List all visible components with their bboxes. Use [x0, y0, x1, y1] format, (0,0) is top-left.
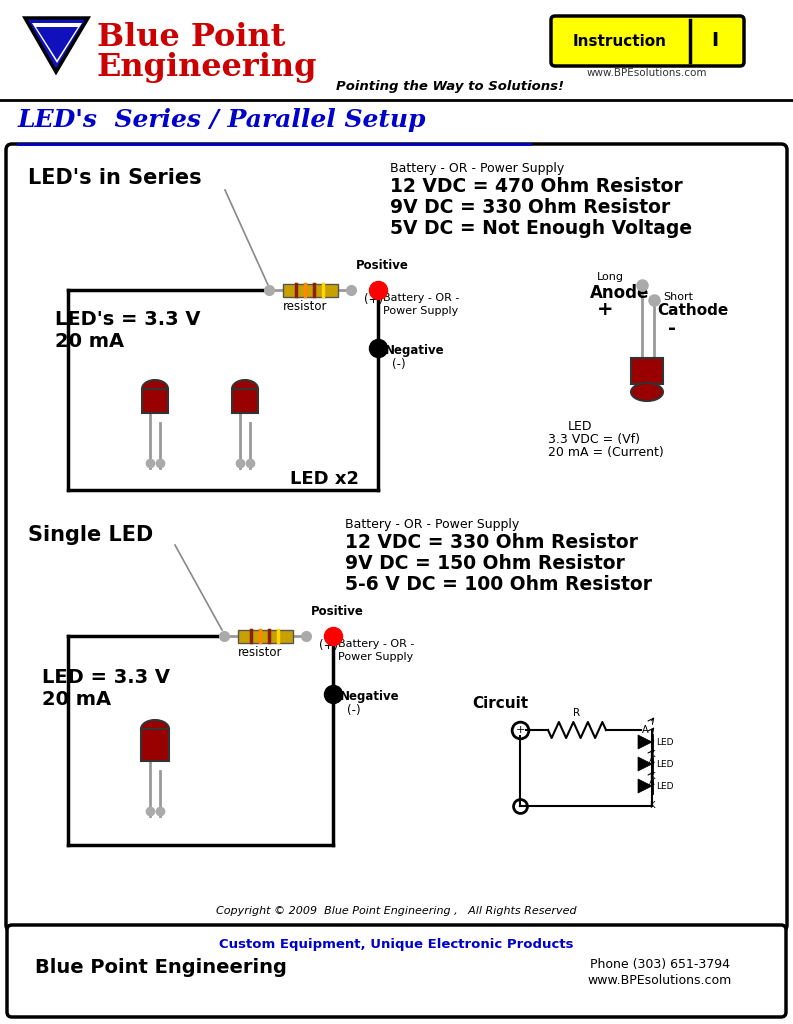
- Text: Positive: Positive: [356, 259, 409, 272]
- Text: 5V DC = Not Enough Voltage: 5V DC = Not Enough Voltage: [390, 219, 692, 238]
- Text: Battery - OR - Power Supply: Battery - OR - Power Supply: [390, 162, 565, 175]
- Text: A: A: [649, 778, 655, 787]
- Text: -: -: [668, 319, 676, 338]
- Polygon shape: [638, 735, 652, 749]
- Text: Single LED: Single LED: [28, 525, 153, 545]
- Text: resistor: resistor: [283, 300, 328, 313]
- Polygon shape: [25, 18, 88, 72]
- Text: Copyright © 2009  Blue Point Engineering ,   All Rights Reserved: Copyright © 2009 Blue Point Engineering …: [216, 906, 577, 916]
- Text: 20 mA: 20 mA: [55, 332, 125, 351]
- Text: Negative: Negative: [385, 344, 445, 357]
- Text: 3.3 VDC = (Vf): 3.3 VDC = (Vf): [548, 433, 640, 446]
- Text: Battery - OR - Power Supply: Battery - OR - Power Supply: [345, 518, 519, 531]
- Text: K: K: [649, 750, 655, 759]
- Ellipse shape: [141, 720, 169, 738]
- Text: 9V DC = 330 Ohm Resistor: 9V DC = 330 Ohm Resistor: [390, 198, 670, 217]
- Text: I: I: [711, 32, 718, 50]
- FancyBboxPatch shape: [551, 16, 744, 66]
- Text: LED: LED: [656, 738, 673, 746]
- Text: K: K: [649, 772, 655, 781]
- Text: Instruction: Instruction: [573, 34, 667, 48]
- Text: (+): (+): [319, 639, 338, 652]
- Ellipse shape: [232, 380, 258, 398]
- Text: Custom Equipment, Unique Electronic Products: Custom Equipment, Unique Electronic Prod…: [219, 938, 573, 951]
- Text: K: K: [649, 801, 655, 810]
- Text: (-): (-): [392, 358, 406, 371]
- Text: LED's = 3.3 V: LED's = 3.3 V: [55, 310, 201, 329]
- Text: LED = 3.3 V: LED = 3.3 V: [42, 668, 170, 687]
- Polygon shape: [638, 779, 652, 793]
- FancyBboxPatch shape: [238, 630, 293, 643]
- Text: 12 VDC = 470 Ohm Resistor: 12 VDC = 470 Ohm Resistor: [390, 177, 683, 196]
- Text: Long: Long: [597, 272, 624, 282]
- FancyBboxPatch shape: [7, 925, 786, 1017]
- Text: Blue Point: Blue Point: [97, 22, 285, 53]
- Text: LED: LED: [656, 782, 673, 791]
- Text: (+): (+): [364, 293, 383, 306]
- Text: Blue Point Engineering: Blue Point Engineering: [35, 958, 287, 977]
- Text: R: R: [573, 708, 580, 718]
- Text: Battery - OR -: Battery - OR -: [338, 639, 415, 649]
- Text: Power Supply: Power Supply: [338, 652, 413, 662]
- FancyBboxPatch shape: [283, 284, 338, 297]
- Text: 20 mA: 20 mA: [42, 690, 111, 709]
- Text: LED's  Series / Parallel Setup: LED's Series / Parallel Setup: [18, 108, 427, 132]
- FancyBboxPatch shape: [232, 389, 258, 413]
- FancyBboxPatch shape: [6, 144, 787, 931]
- Polygon shape: [36, 27, 78, 60]
- Text: Positive: Positive: [311, 605, 364, 618]
- Text: Anode: Anode: [590, 284, 649, 302]
- Text: 20 mA = (Current): 20 mA = (Current): [548, 446, 664, 459]
- Text: LED's in Series: LED's in Series: [28, 168, 201, 188]
- Text: +: +: [597, 300, 614, 319]
- Text: (-): (-): [347, 705, 361, 717]
- FancyBboxPatch shape: [142, 389, 168, 413]
- Text: www.BPEsolutions.com: www.BPEsolutions.com: [587, 68, 707, 78]
- Text: Negative: Negative: [340, 690, 400, 703]
- FancyBboxPatch shape: [631, 358, 663, 384]
- Text: 9V DC = 150 Ohm Resistor: 9V DC = 150 Ohm Resistor: [345, 554, 625, 573]
- Text: www.BPEsolutions.com: www.BPEsolutions.com: [588, 974, 732, 987]
- Polygon shape: [638, 757, 652, 771]
- Text: 12 VDC = 330 Ohm Resistor: 12 VDC = 330 Ohm Resistor: [345, 534, 638, 552]
- Text: A: A: [649, 756, 655, 765]
- Text: Circuit: Circuit: [472, 696, 528, 711]
- Text: Pointing the Way to Solutions!: Pointing the Way to Solutions!: [336, 80, 564, 93]
- Text: Phone (303) 651-3794: Phone (303) 651-3794: [590, 958, 730, 971]
- Text: A: A: [642, 725, 649, 735]
- Text: Power Supply: Power Supply: [383, 306, 458, 316]
- Text: Engineering: Engineering: [97, 52, 317, 83]
- Text: Cathode: Cathode: [657, 303, 728, 318]
- Ellipse shape: [631, 383, 663, 401]
- Text: Battery - OR -: Battery - OR -: [383, 293, 459, 303]
- Text: +: +: [515, 725, 525, 735]
- FancyBboxPatch shape: [141, 729, 169, 761]
- Text: Short: Short: [663, 292, 693, 302]
- Text: resistor: resistor: [238, 646, 282, 659]
- Text: LED: LED: [656, 760, 673, 769]
- Polygon shape: [32, 23, 82, 63]
- Ellipse shape: [142, 380, 168, 398]
- Text: LED x2: LED x2: [290, 470, 359, 488]
- Text: LED: LED: [568, 420, 592, 433]
- Text: 5-6 V DC = 100 Ohm Resistor: 5-6 V DC = 100 Ohm Resistor: [345, 575, 652, 594]
